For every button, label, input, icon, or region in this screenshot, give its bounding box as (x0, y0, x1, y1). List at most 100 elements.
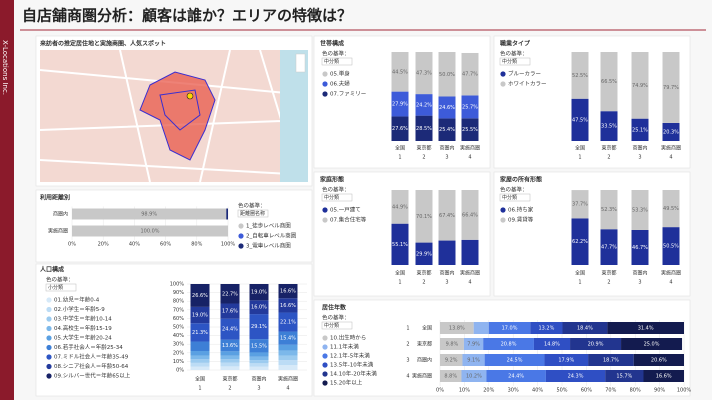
bar-segment (662, 52, 680, 123)
data-label: 24.2% (416, 102, 432, 108)
data-label: 10.2% (466, 374, 482, 380)
category-number: 2 (607, 155, 610, 161)
data-label: 18.4% (577, 326, 593, 332)
legend-label: 3_電車レベル商圏 (246, 242, 291, 250)
legend-label: 2_自転車レベル商圏 (246, 232, 297, 240)
x-tick-label: 商圏内 (632, 270, 647, 277)
bar-segment (415, 94, 433, 116)
bar-segment (278, 312, 298, 332)
data-label: 37.7% (572, 202, 588, 208)
category-number: 3 (406, 358, 409, 364)
data-label: 16.6% (280, 303, 296, 309)
bar-segment (621, 338, 683, 350)
data-label: 70.1% (416, 214, 432, 220)
chart-title: 居住年数 (322, 304, 347, 312)
data-label: 9.2% (445, 358, 458, 364)
legend-dropdown[interactable] (321, 321, 353, 330)
bar-segment (605, 370, 644, 382)
legend-heading: 色の基準： (322, 50, 350, 58)
legend-group: 中分類 (502, 194, 517, 201)
data-label: 67.4% (439, 213, 455, 219)
legend-dropdown[interactable] (321, 57, 353, 66)
legend-swatch (46, 335, 52, 341)
data-label: 27.9% (392, 102, 408, 108)
bar-segment (278, 298, 298, 313)
legend-dropdown[interactable] (499, 193, 531, 202)
bar-segment (249, 314, 269, 340)
bar-segment (190, 366, 210, 370)
bar-segment (220, 303, 240, 319)
data-label: 9.8% (446, 342, 459, 348)
x-tick-label: 実施商圏 (661, 145, 681, 152)
data-label: 66.4% (462, 212, 478, 218)
bar-segment (461, 370, 487, 382)
legend-group: 中分類 (324, 58, 339, 65)
data-label: 47.7% (462, 72, 478, 78)
data-label: 22.7% (222, 291, 238, 297)
x-tick-label: 50% (556, 388, 567, 394)
bar-segment (438, 118, 456, 141)
bar-segment (545, 370, 606, 382)
bar-segment (571, 190, 589, 219)
bar-segment (600, 229, 618, 265)
data-label: 66.5% (601, 79, 617, 85)
category-number: 2 (422, 155, 425, 161)
legend-dropdown[interactable] (321, 193, 353, 202)
data-label: 16.0% (251, 305, 267, 311)
x-tick-label: 60% (160, 242, 171, 248)
legend-swatch (238, 243, 244, 249)
bar-segment (278, 344, 298, 351)
x-tick-label: 20% (483, 388, 494, 394)
data-label: 18.7% (603, 358, 619, 364)
data-label: 26.6% (192, 293, 208, 299)
bar-segment (438, 240, 456, 265)
data-label: 14.8% (544, 342, 560, 348)
bar-segment (607, 322, 684, 334)
bar-segment (190, 284, 210, 307)
legend-label: 06.持ち家 (508, 206, 534, 214)
bar-segment (486, 370, 546, 382)
legend-dropdown[interactable] (499, 57, 531, 66)
panel (493, 171, 691, 297)
bar-segment (220, 339, 240, 352)
bar-segment (631, 190, 649, 230)
y-tick-label: 0% (176, 368, 184, 374)
x-tick-label: 40% (532, 388, 543, 394)
data-label: 29.9% (416, 251, 432, 257)
bar-segment (571, 98, 589, 141)
legend-swatch (322, 207, 328, 213)
data-label: 47.7% (601, 245, 617, 251)
y-tick-label: 60% (173, 316, 184, 322)
bar-segment (461, 190, 479, 240)
bar-segment (249, 356, 269, 361)
bar-segment (533, 338, 571, 350)
bar-segment (391, 91, 409, 117)
bar-segment (220, 318, 240, 340)
bar-segment (633, 354, 684, 366)
bar-segment (220, 362, 240, 367)
legend-dropdown[interactable] (237, 209, 269, 218)
category-number: 3 (638, 155, 641, 161)
legend-label: 09.賃貸等 (508, 216, 534, 224)
bar-segment (562, 322, 608, 334)
bar-segment (415, 52, 433, 95)
bar-segment (662, 122, 680, 141)
x-tick-label: 商圏内 (632, 145, 647, 152)
data-label: 33.5% (601, 124, 617, 130)
bar-segment (249, 363, 269, 367)
bar-segment (190, 362, 210, 367)
legend-swatch (322, 344, 328, 350)
legend-dropdown[interactable] (45, 283, 77, 292)
legend-swatch (322, 217, 328, 223)
bar-segment (440, 338, 464, 350)
legend-swatch (46, 297, 52, 303)
data-label: 19.0% (251, 290, 267, 296)
data-label: 8.8% (444, 374, 457, 380)
bar-segment (530, 322, 563, 334)
data-label: 15.4% (280, 336, 296, 342)
bar-segment (438, 190, 456, 241)
legend-label: 10.出生時から (330, 334, 366, 342)
bar-segment (461, 239, 479, 265)
data-label: 24.4% (508, 374, 524, 380)
zoom-control[interactable] (295, 53, 306, 73)
